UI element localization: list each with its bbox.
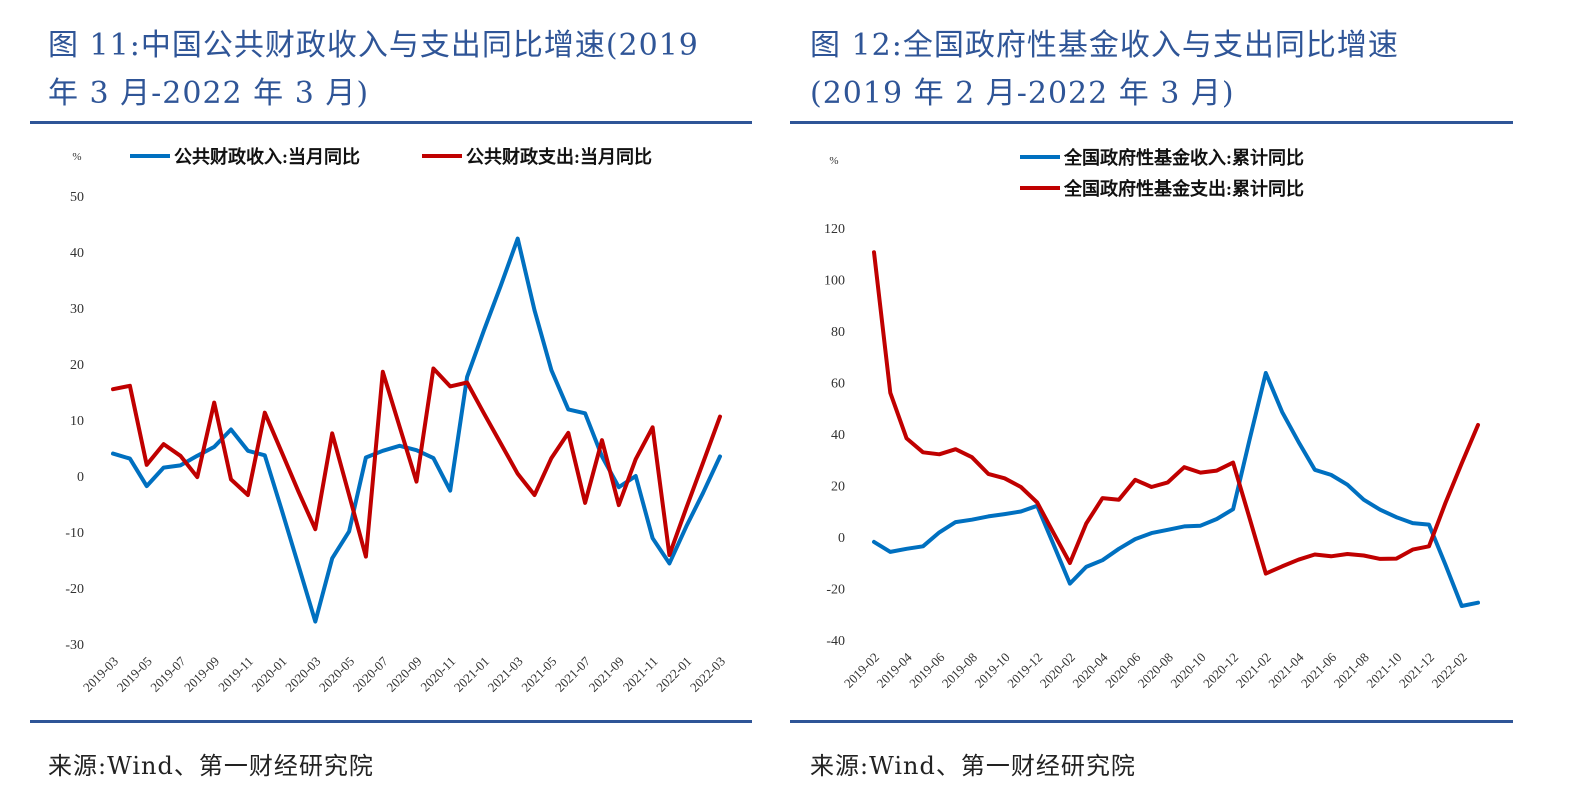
chart-2-x-tick-label: 2021-12 <box>1396 650 1437 691</box>
chart-2-y-tick-label: 60 <box>831 377 845 392</box>
chart-1-title-line-1: 图 11:中国公共财政收入与支出同比增速(2019 <box>48 28 699 63</box>
chart-2-y-tick-label: 100 <box>824 274 845 289</box>
chart-1-series-1-line <box>111 236 722 624</box>
chart-1-y-tick-label: -10 <box>65 526 84 541</box>
chart-2-bottom-rule <box>790 720 1513 723</box>
chart-1-y-tick-label: 30 <box>70 302 84 317</box>
chart-2-series-1-line <box>872 371 1480 608</box>
chart-1-x-tick-label: 2021-01 <box>451 654 492 695</box>
chart-1-x-tick-label: 2020-09 <box>383 654 424 695</box>
chart-1-y-tick-label: 10 <box>70 414 84 429</box>
chart-2-x-tick-label: 2021-04 <box>1265 649 1307 691</box>
chart-2-x-tick-label: 2019-06 <box>906 649 948 691</box>
chart-1-x-tick-label: 2021-11 <box>620 654 661 695</box>
chart-1-x-tick-label: 2020-01 <box>248 654 289 695</box>
chart-2-x-tick-label: 2019-04 <box>874 649 916 691</box>
chart-1-x-tick-label: 2020-03 <box>282 654 323 695</box>
chart-2-unit-label: % <box>829 155 838 167</box>
chart-1-y-tick-label: 20 <box>70 358 84 373</box>
chart-2-series-2-line <box>872 250 1480 576</box>
chart-2-x-tick-label: 2019-10 <box>971 650 1012 691</box>
chart-1-x-tick-label: 2020-11 <box>417 654 458 695</box>
chart-1-x-tick-label: 2021-03 <box>485 654 526 695</box>
chart-2-x-tick-label: 2019-02 <box>841 650 882 691</box>
chart-1-x-tick-label: 2021-07 <box>552 653 594 695</box>
chart-2-source: 来源:Wind、第一财经研究院 <box>810 752 1136 780</box>
chart-2-y-tick-label: 80 <box>831 325 845 340</box>
chart-1-x-tick-label: 2019-03 <box>80 654 121 695</box>
chart-2-x-tick-label: 2020-10 <box>1167 650 1208 691</box>
chart-2-top-rule <box>790 121 1513 124</box>
chart-2-x-tick-label: 2021-06 <box>1298 649 1340 691</box>
chart-1-x-tick-label: 2019-11 <box>215 654 256 695</box>
chart-2-x-tick-label: 2020-02 <box>1037 650 1078 691</box>
chart-2-x-tick-label: 2020-08 <box>1135 650 1176 691</box>
chart-1-y-tick-label: 0 <box>77 470 84 485</box>
chart-1-y-tick-label: 40 <box>70 246 84 261</box>
chart-2-title-line-2: (2019 年 2 月-2022 年 3 月) <box>810 76 1235 111</box>
chart-1-y-tick-label: -20 <box>65 582 84 597</box>
chart-2-x-tick-label: 2021-02 <box>1233 650 1274 691</box>
chart-1-x-tick-label: 2019-05 <box>114 654 155 695</box>
chart-1-x-tick-label: 2020-05 <box>316 654 357 695</box>
chart-1-top-rule <box>30 121 752 124</box>
chart-1-y-tick-label: 50 <box>70 190 84 205</box>
chart-2-y-tick-label: -40 <box>826 634 845 649</box>
chart-2-legend-label-1: 全国政府性基金收入:累计同比 <box>1063 147 1304 168</box>
chart-2-legend-label-2: 全国政府性基金支出:累计同比 <box>1063 178 1304 199</box>
chart-1-series-2-line <box>111 366 722 559</box>
chart-2-y-tick-label: 120 <box>824 222 845 237</box>
chart-1-x-tick-label: 2020-07 <box>350 653 392 695</box>
chart-1-source: 来源:Wind、第一财经研究院 <box>48 752 374 780</box>
chart-1-x-tick-label: 2021-05 <box>518 654 559 695</box>
chart-1-x-tick-label: 2022-03 <box>687 654 728 695</box>
chart-1-title-line-2: 年 3 月-2022 年 3 月) <box>48 76 370 111</box>
chart-2-title: 图 12:全国政府性基金收入与支出同比增速 (2019 年 2 月-2022 年… <box>810 22 1399 118</box>
chart-2-title-line-1: 图 12:全国政府性基金收入与支出同比增速 <box>810 28 1399 63</box>
chart-2-y-tick-label: 20 <box>831 480 845 495</box>
chart-1-x-tick-label: 2019-07 <box>147 653 189 695</box>
chart-1-legend-label-1: 公共财政收入:当月同比 <box>174 146 360 167</box>
chart-2-x-tick-label: 2019-12 <box>1004 650 1045 691</box>
chart-2-x-tick-label: 2019-08 <box>939 650 980 691</box>
chart-2-x-tick-label: 2021-08 <box>1331 650 1372 691</box>
chart-2-x-tick-label: 2020-04 <box>1069 649 1111 691</box>
chart-1-legend-label-2: 公共财政支出:当月同比 <box>466 146 652 167</box>
chart-2-x-tick-label: 2022-02 <box>1429 650 1470 691</box>
chart-1-x-tick-label: 2019-09 <box>181 654 222 695</box>
chart-2-y-tick-label: 40 <box>831 428 845 443</box>
chart-2-y-tick-label: 0 <box>838 531 845 546</box>
chart-2-x-tick-label: 2020-06 <box>1102 649 1144 691</box>
chart-1-x-tick-label: 2021-09 <box>586 654 627 695</box>
chart-1-title: 图 11:中国公共财政收入与支出同比增速(2019 年 3 月-2022 年 3… <box>48 22 699 118</box>
chart-1-unit-label: % <box>72 151 81 163</box>
chart-1-y-tick-label: -30 <box>65 638 84 653</box>
chart-2-x-tick-label: 2021-10 <box>1363 650 1404 691</box>
chart-1-x-tick-label: 2022-01 <box>653 654 694 695</box>
chart-2-y-tick-label: -20 <box>826 583 845 598</box>
chart-2-x-tick-label: 2020-12 <box>1200 650 1241 691</box>
chart-1-bottom-rule <box>30 720 752 723</box>
